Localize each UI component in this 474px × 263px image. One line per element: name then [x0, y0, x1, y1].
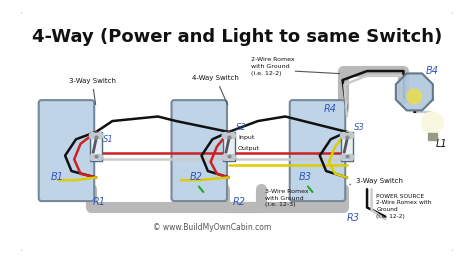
Text: B4: B4: [426, 66, 439, 76]
FancyBboxPatch shape: [19, 10, 455, 253]
Text: POWER SOURCE
2-Wire Romex with
Ground
(i.e. 12-2): POWER SOURCE 2-Wire Romex with Ground (i…: [376, 194, 431, 219]
Text: R2: R2: [232, 197, 246, 207]
Text: L1: L1: [436, 139, 448, 149]
FancyBboxPatch shape: [172, 100, 227, 201]
Circle shape: [340, 154, 346, 161]
Bar: [428, 133, 437, 140]
Circle shape: [97, 132, 103, 139]
FancyBboxPatch shape: [39, 100, 94, 201]
Text: Input: Input: [238, 135, 254, 140]
Text: 3-Wire Romex
with Ground
(i.e. 12-3): 3-Wire Romex with Ground (i.e. 12-3): [265, 189, 309, 208]
Text: 4-Way Switch: 4-Way Switch: [192, 75, 239, 105]
Circle shape: [340, 132, 346, 139]
Circle shape: [89, 132, 96, 139]
Bar: [223, 132, 235, 161]
Text: © www.BuildMyOwnCabin.com: © www.BuildMyOwnCabin.com: [153, 223, 272, 232]
Text: 3-Way Switch: 3-Way Switch: [69, 78, 116, 105]
Text: R3: R3: [347, 213, 360, 223]
Text: S3: S3: [355, 123, 365, 132]
Text: 4-Way (Power and Light to same Switch): 4-Way (Power and Light to same Switch): [32, 28, 442, 46]
Text: R4: R4: [323, 104, 337, 114]
Circle shape: [422, 112, 444, 134]
Text: 2-Wire Romex
with Ground
(i.e. 12-2): 2-Wire Romex with Ground (i.e. 12-2): [251, 57, 294, 75]
Circle shape: [222, 132, 228, 139]
Circle shape: [347, 132, 354, 139]
Circle shape: [347, 154, 354, 161]
Circle shape: [407, 89, 422, 104]
Text: S2: S2: [236, 123, 247, 132]
Text: Output: Output: [238, 146, 260, 151]
Circle shape: [229, 132, 236, 139]
Bar: [90, 132, 102, 161]
Text: B2: B2: [190, 172, 203, 182]
Circle shape: [89, 154, 96, 161]
Bar: [341, 132, 353, 161]
FancyBboxPatch shape: [290, 100, 345, 201]
Text: S1: S1: [103, 135, 114, 144]
Text: B3: B3: [299, 172, 312, 182]
Circle shape: [222, 154, 228, 161]
Text: 3-Way Switch: 3-Way Switch: [350, 178, 403, 184]
Polygon shape: [396, 73, 433, 110]
Circle shape: [229, 154, 236, 161]
Text: B1: B1: [51, 172, 64, 182]
Circle shape: [97, 154, 103, 161]
Text: R1: R1: [92, 197, 105, 207]
